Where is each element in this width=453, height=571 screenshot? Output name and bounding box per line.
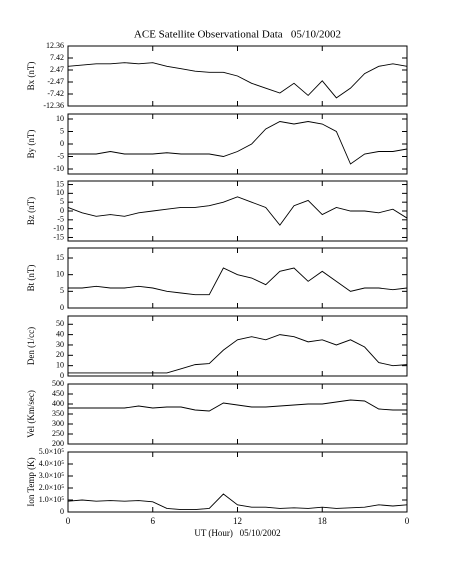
- x-axis-label: UT (Hour) 05/10/2002: [194, 528, 280, 538]
- y-tick-label: 3.0×10⁵: [39, 471, 65, 480]
- y-tick-label: -7.42: [47, 89, 64, 98]
- y-tick-label: 0: [60, 303, 64, 312]
- y-axis-label: Ion Temp (K): [26, 457, 36, 506]
- y-tick-label: 450: [52, 389, 64, 398]
- y-tick-label: 12.36: [46, 41, 64, 50]
- y-tick-label: 15: [56, 253, 64, 262]
- data-line: [68, 267, 408, 296]
- data-line: [68, 121, 408, 165]
- y-tick-label: 30: [56, 340, 64, 349]
- y-tick-label: 5: [60, 197, 64, 206]
- y-tick-label: 1.0×10⁵: [39, 495, 65, 504]
- y-tick-label: 7.42: [50, 53, 64, 62]
- y-tick-label: 20: [56, 350, 64, 359]
- y-tick-label: 350: [52, 409, 64, 418]
- x-tick-label: 0: [66, 516, 71, 526]
- y-tick-label: 10: [56, 360, 64, 369]
- y-axis-label: Den (1/cc): [26, 327, 36, 365]
- y-tick-label: 250: [52, 429, 64, 438]
- y-tick-label: -5: [57, 215, 64, 224]
- y-tick-label: 0: [60, 139, 64, 148]
- y-tick-label: 2.0×10⁵: [39, 483, 65, 492]
- y-axis-label: Bt (nT): [26, 265, 36, 292]
- data-line: [67, 62, 408, 99]
- y-tick-label: -15: [53, 232, 64, 241]
- x-tick-label: 6: [151, 516, 156, 526]
- y-tick-label: 500: [52, 379, 64, 388]
- data-line: [68, 399, 407, 412]
- y-tick-label: 50: [56, 319, 64, 328]
- y-tick-label: 10: [56, 188, 64, 197]
- data-line: [68, 334, 408, 374]
- y-axis-label: Vel (Km/sec): [26, 390, 36, 438]
- x-tick-label: 12: [233, 516, 242, 526]
- y-axis-label: Bz (nT): [26, 197, 36, 225]
- y-tick-label: 15: [56, 179, 64, 188]
- data-line: [67, 493, 408, 511]
- y-tick-label: 300: [52, 419, 64, 428]
- y-tick-label: 10: [56, 269, 64, 278]
- x-tick-label: 0: [405, 516, 410, 526]
- y-tick-label: -5: [57, 151, 64, 160]
- x-tick-label: 18: [318, 516, 328, 526]
- y-axis-label: By (nT): [26, 130, 36, 159]
- y-tick-label: 4.0×10⁵: [39, 459, 65, 468]
- y-tick-label: -2.47: [47, 77, 64, 86]
- y-tick-label: 5.0×10⁵: [39, 447, 65, 456]
- y-tick-label: 0: [60, 206, 64, 215]
- chart-title: ACE Satellite Observational Data 05/10/2…: [134, 29, 341, 41]
- y-tick-label: 0: [60, 371, 64, 380]
- y-tick-label: -10: [53, 223, 64, 232]
- y-axis-label: Bx (nT): [26, 62, 36, 91]
- y-tick-label: 200: [52, 439, 64, 448]
- y-tick-label: 2.47: [50, 65, 64, 74]
- y-tick-label: 0: [60, 507, 64, 516]
- y-tick-label: 10: [56, 114, 64, 123]
- y-tick-label: 5: [60, 286, 64, 295]
- y-tick-label: -10: [53, 164, 64, 173]
- y-tick-label: 400: [52, 399, 64, 408]
- data-line: [67, 196, 408, 226]
- y-tick-label: 5: [60, 126, 64, 135]
- y-tick-label: 40: [56, 329, 64, 338]
- y-tick-label: -12.36: [43, 101, 64, 110]
